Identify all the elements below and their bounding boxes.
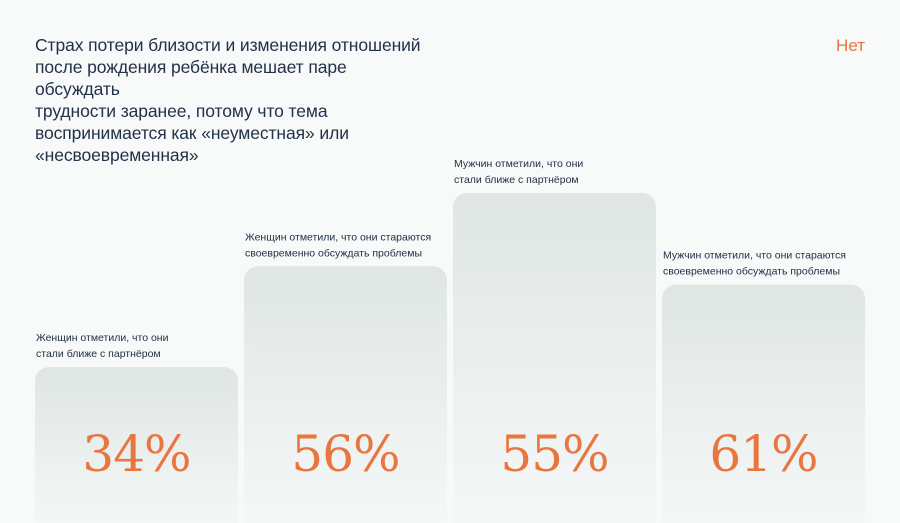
bar-3 — [453, 193, 656, 523]
bar-label: своевременно обсуждать проблемы — [245, 247, 422, 259]
bar-4 — [662, 284, 865, 523]
chart-headline: Страх потери близости и изменения отноше… — [35, 34, 435, 166]
headline-line: «несвоевременная» — [35, 145, 199, 165]
headline-line: Страх потери близости и изменения отноше… — [35, 35, 421, 55]
headline-line: после рождения ребёнка мешает паре обсуж… — [35, 57, 347, 99]
bar-label: Женщин отметили, что они — [36, 332, 169, 344]
bar-value-label: 56% — [291, 425, 399, 483]
bar-label: Мужчин отметили, что они стараются — [663, 250, 846, 262]
bar-label: стали ближе с партнёром — [36, 348, 161, 360]
answer-tag: Нет — [836, 36, 865, 55]
bar-label: Мужчин отметили, что они — [454, 158, 583, 170]
bar-2 — [244, 266, 447, 523]
bar-value-label: 34% — [82, 425, 190, 483]
bar-label: своевременно обсуждать проблемы — [663, 266, 840, 278]
headline-line: воспринимается как «неуместная» или — [35, 123, 349, 143]
bar-label: Женщин отметили, что они стараются — [245, 231, 431, 243]
headline-line: трудности заранее, потому что тема — [35, 101, 328, 121]
bar-label: стали ближе с партнёром — [454, 174, 579, 186]
bar-value-label: 61% — [709, 425, 817, 483]
bar-value-label: 55% — [500, 425, 608, 483]
bar-1 — [35, 367, 238, 523]
bars-group: Женщин отметили, что они стали ближе с па… — [35, 158, 865, 523]
